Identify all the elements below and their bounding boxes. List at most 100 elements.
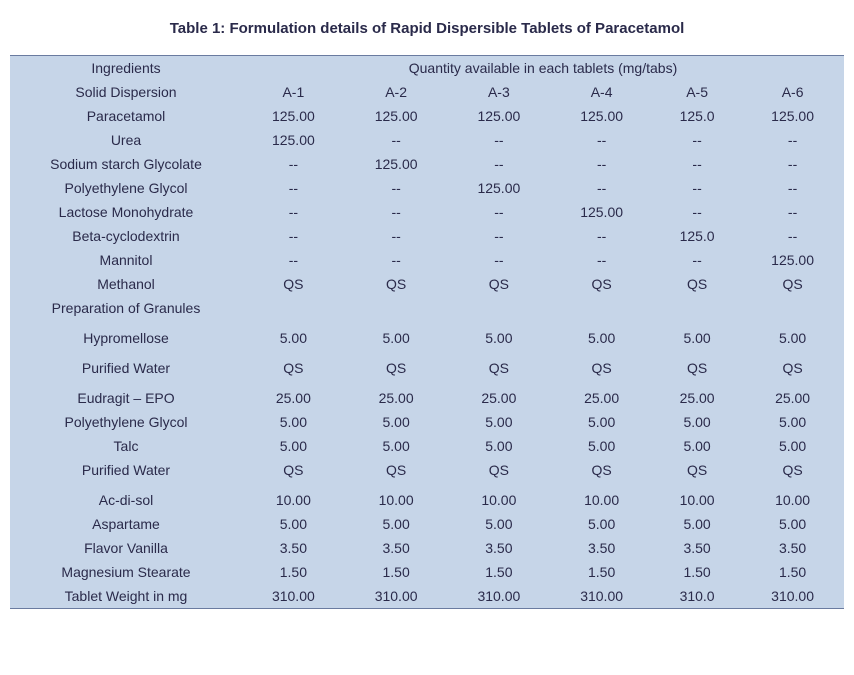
cell-value: 1.50	[550, 560, 653, 584]
cell-value	[448, 296, 551, 320]
cell-value: QS	[741, 356, 844, 380]
cell-value: 125.00	[242, 128, 345, 152]
row-label: Magnesium Stearate	[10, 560, 242, 584]
cell-value: 25.00	[448, 386, 551, 410]
cell-value: 125.00	[345, 152, 448, 176]
row-label: Talc	[10, 434, 242, 458]
cell-value: A-5	[653, 80, 741, 104]
cell-value: --	[242, 152, 345, 176]
row-label: Eudragit – EPO	[10, 386, 242, 410]
cell-value: 3.50	[242, 536, 345, 560]
cell-value: QS	[345, 356, 448, 380]
cell-value: 10.00	[448, 488, 551, 512]
cell-value: --	[550, 176, 653, 200]
cell-value: 5.00	[242, 326, 345, 350]
cell-value: 310.00	[741, 584, 844, 609]
cell-value: 310.0	[653, 584, 741, 609]
cell-value: 25.00	[345, 386, 448, 410]
cell-value: QS	[653, 458, 741, 482]
cell-value: 3.50	[550, 536, 653, 560]
cell-value: --	[550, 128, 653, 152]
cell-value: 5.00	[242, 410, 345, 434]
cell-value: 10.00	[345, 488, 448, 512]
cell-value: --	[242, 176, 345, 200]
cell-value: 5.00	[741, 434, 844, 458]
cell-value	[550, 296, 653, 320]
cell-value: 5.00	[653, 326, 741, 350]
cell-value: QS	[345, 458, 448, 482]
cell-value: --	[653, 248, 741, 272]
cell-value: 10.00	[550, 488, 653, 512]
cell-value: --	[741, 224, 844, 248]
cell-value: 1.50	[741, 560, 844, 584]
cell-value: 5.00	[741, 410, 844, 434]
cell-value: 125.0	[653, 104, 741, 128]
cell-value: QS	[653, 272, 741, 296]
cell-value: --	[741, 128, 844, 152]
cell-value: QS	[741, 272, 844, 296]
cell-value: 125.00	[741, 104, 844, 128]
cell-value: --	[242, 200, 345, 224]
cell-value: QS	[550, 458, 653, 482]
row-label: Purified Water	[10, 356, 242, 380]
cell-value	[741, 296, 844, 320]
cell-value: 1.50	[242, 560, 345, 584]
cell-value: 3.50	[741, 536, 844, 560]
cell-value: 25.00	[653, 386, 741, 410]
cell-value: --	[345, 176, 448, 200]
cell-value: --	[448, 224, 551, 248]
row-label: Tablet Weight in mg	[10, 584, 242, 609]
cell-value: 10.00	[741, 488, 844, 512]
row-label: Flavor Vanilla	[10, 536, 242, 560]
cell-value: --	[242, 248, 345, 272]
row-label: Ac-di-sol	[10, 488, 242, 512]
cell-value: 25.00	[741, 386, 844, 410]
cell-value	[242, 296, 345, 320]
cell-value: 3.50	[653, 536, 741, 560]
cell-value: 5.00	[448, 434, 551, 458]
cell-value: 5.00	[550, 326, 653, 350]
cell-value: --	[242, 224, 345, 248]
header-ingredients: Ingredients	[10, 56, 242, 81]
cell-value: 125.00	[550, 200, 653, 224]
cell-value: 5.00	[550, 410, 653, 434]
cell-value: A-4	[550, 80, 653, 104]
cell-value: --	[741, 176, 844, 200]
row-label: Purified Water	[10, 458, 242, 482]
cell-value: 125.0	[653, 224, 741, 248]
cell-value: --	[345, 200, 448, 224]
cell-value: --	[345, 248, 448, 272]
cell-value: 125.00	[741, 248, 844, 272]
cell-value: QS	[448, 356, 551, 380]
cell-value: --	[653, 176, 741, 200]
cell-value: 125.00	[345, 104, 448, 128]
row-label: Aspartame	[10, 512, 242, 536]
cell-value: --	[345, 224, 448, 248]
cell-value: 3.50	[345, 536, 448, 560]
cell-value: QS	[242, 356, 345, 380]
cell-value: 10.00	[242, 488, 345, 512]
cell-value: 125.00	[448, 176, 551, 200]
cell-value: 5.00	[653, 434, 741, 458]
cell-value: --	[550, 248, 653, 272]
row-label: Preparation of Granules	[10, 296, 242, 320]
cell-value: 5.00	[345, 512, 448, 536]
cell-value: QS	[242, 458, 345, 482]
cell-value: --	[653, 200, 741, 224]
cell-value: 5.00	[242, 512, 345, 536]
cell-value: QS	[741, 458, 844, 482]
cell-value: 5.00	[741, 512, 844, 536]
cell-value: QS	[653, 356, 741, 380]
cell-value	[653, 296, 741, 320]
row-label: Beta-cyclodextrin	[10, 224, 242, 248]
cell-value: --	[448, 200, 551, 224]
cell-value: 5.00	[741, 326, 844, 350]
cell-value: 310.00	[242, 584, 345, 609]
row-label: Urea	[10, 128, 242, 152]
cell-value: --	[345, 128, 448, 152]
row-label: Hypromellose	[10, 326, 242, 350]
cell-value: A-6	[741, 80, 844, 104]
cell-value: 25.00	[550, 386, 653, 410]
cell-value: 310.00	[345, 584, 448, 609]
cell-value: 5.00	[448, 326, 551, 350]
